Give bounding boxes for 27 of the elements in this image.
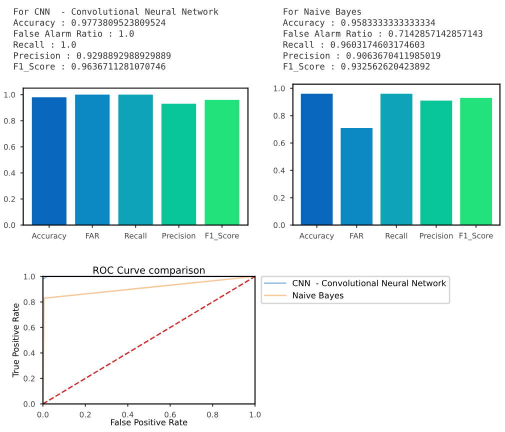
legend-label: Naive Bayes xyxy=(293,292,344,300)
text: Accuracy : 0.9773809523809524 xyxy=(13,19,166,28)
bar xyxy=(420,100,452,226)
bar xyxy=(204,100,240,226)
y-axis-title: True Positive Rate xyxy=(12,304,19,378)
bar xyxy=(118,94,153,226)
text: F1_Score : 0.9636711281070746 xyxy=(14,63,166,72)
text: False Alarm Ratio : 0.7142857142857143 xyxy=(284,30,482,37)
chart-title: ROC Curve comparison xyxy=(94,266,205,276)
bar xyxy=(460,98,492,226)
text: False Alarm Ratio : 1.0 xyxy=(14,30,134,37)
text: Precision : 0.9063670411985019 xyxy=(284,52,440,59)
text: Recall : 0.9603174603174603 xyxy=(283,41,424,48)
bar xyxy=(75,94,110,226)
bar xyxy=(300,94,333,226)
text: Recall : 1.0 xyxy=(14,41,76,48)
chart-title: For CNN - Convolutional Neural Network xyxy=(14,8,218,15)
text: Precision : 0.9298892988929889 xyxy=(14,52,171,59)
text: Accuracy : 0.9583333333333334 xyxy=(282,19,436,28)
bar xyxy=(380,94,412,226)
legend-label: CNN - Convolutional Neural Network xyxy=(292,280,446,286)
text: F1_Score : 0.932562620423892 xyxy=(284,63,430,72)
bar xyxy=(340,128,373,226)
x-axis-title: False Positive Rate xyxy=(111,418,188,426)
bar xyxy=(32,97,66,226)
bar xyxy=(162,104,196,226)
chart-title: For Naive Bayes xyxy=(284,8,361,17)
